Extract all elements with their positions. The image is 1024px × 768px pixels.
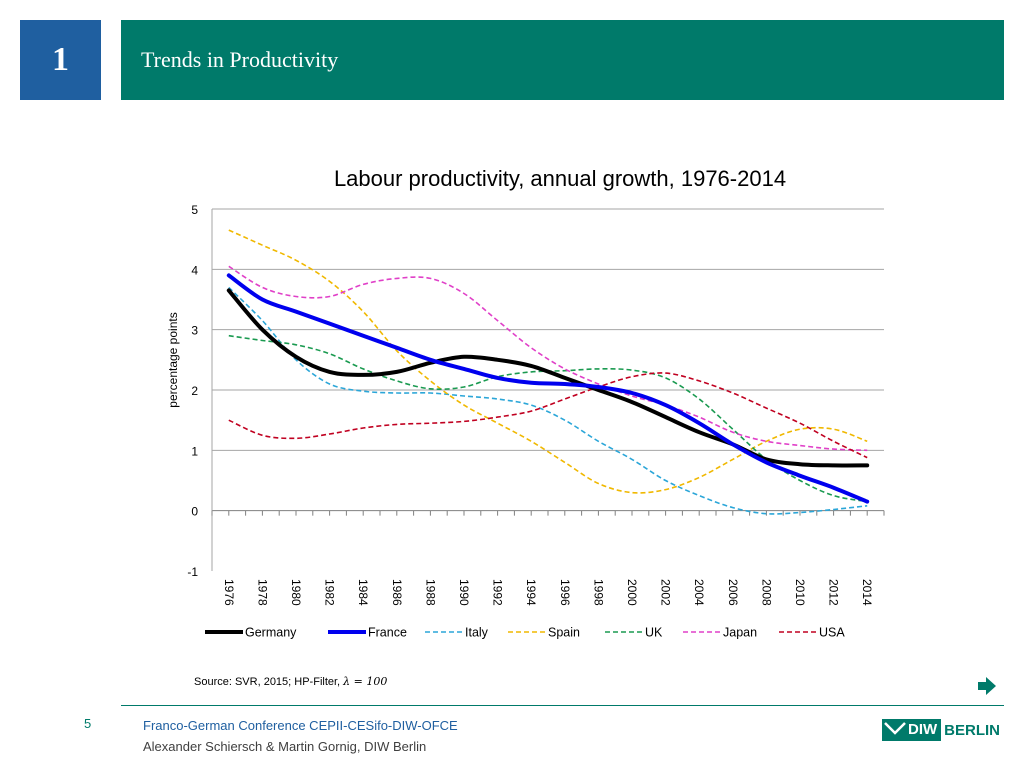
footer-divider [121, 705, 1004, 706]
legend-label-germany: Germany [245, 626, 297, 640]
x-tick-label: 1990 [457, 579, 471, 606]
logo-diw-box: DIW [882, 719, 942, 741]
lambda-expression: λ = 100 [343, 675, 388, 688]
section-number: 1 [52, 41, 69, 78]
x-tick-label: 2002 [659, 579, 673, 606]
logo-mark-icon [884, 722, 906, 735]
y-tick-label: 3 [191, 324, 198, 338]
x-tick-label: 1994 [524, 579, 538, 606]
y-axis-label: percentage points [166, 312, 180, 407]
legend-label-france: France [368, 626, 407, 640]
legend-label-uk: UK [645, 626, 663, 640]
x-tick-label: 1982 [323, 579, 337, 606]
series-line-france [226, 273, 870, 504]
legend-label-italy: Italy [465, 626, 489, 640]
series-line-spain [228, 229, 868, 494]
y-tick-label: 2 [191, 384, 198, 398]
series-line-germany [226, 288, 870, 468]
x-tick-label: 2014 [860, 579, 874, 606]
x-tick-label: 1976 [222, 579, 236, 606]
x-tick-label: 1998 [591, 579, 605, 606]
source-prefix: Source: SVR, 2015; HP-Filter, [194, 676, 344, 688]
section-title: Trends in Productivity [141, 47, 339, 72]
section-number-badge: 1 [20, 20, 101, 100]
x-tick-label: 1978 [255, 579, 269, 606]
x-tick-label: 2008 [759, 579, 773, 606]
y-tick-label: 4 [191, 263, 198, 277]
x-tick-label: 2010 [793, 579, 807, 606]
y-tick-label: 5 [191, 203, 198, 217]
x-tick-label: 1996 [558, 579, 572, 606]
x-tick-label: 2000 [625, 579, 639, 606]
x-tick-label: 1986 [390, 579, 404, 606]
series-line-uk [228, 334, 868, 503]
x-tick-label: 1984 [356, 579, 370, 606]
x-tick-label: 2006 [726, 579, 740, 606]
x-tick-label: 1992 [491, 579, 505, 606]
logo-diw-text: DIW [908, 721, 938, 738]
page-number: 5 [84, 716, 92, 731]
logo-berlin-text: BERLIN [944, 721, 1001, 739]
source-note: Source: SVR, 2015; HP-Filter, λ = 100 [194, 675, 387, 688]
x-tick-label: 2004 [692, 579, 706, 606]
footer-authors: Alexander Schiersch & Martin Gornig, DIW… [143, 739, 427, 754]
y-tick-label: -1 [187, 565, 198, 579]
x-tick-label: 1980 [289, 579, 303, 606]
legend-label-japan: Japan [723, 626, 757, 640]
x-tick-label: 1988 [423, 579, 437, 606]
series-line-italy [228, 286, 868, 515]
legend-label-spain: Spain [548, 626, 580, 640]
series-line-japan [228, 265, 868, 452]
chart-title: Labour productivity, annual growth, 1976… [333, 166, 787, 191]
footer-text: Franco-German Conference CEPII-CESifo-DI… [143, 715, 458, 757]
next-arrow-icon[interactable] [976, 676, 998, 696]
y-tick-label: 0 [191, 505, 198, 519]
diw-berlin-logo: DIW BERLIN [882, 719, 1000, 741]
y-tick-label: 1 [191, 444, 198, 458]
section-title-bar: Trends in Productivity [121, 20, 1004, 100]
legend-label-usa: USA [819, 626, 845, 640]
footer-conference: Franco-German Conference CEPII-CESifo-DI… [143, 718, 458, 733]
series-line-usa [228, 372, 868, 459]
x-tick-label: 2012 [827, 579, 841, 606]
